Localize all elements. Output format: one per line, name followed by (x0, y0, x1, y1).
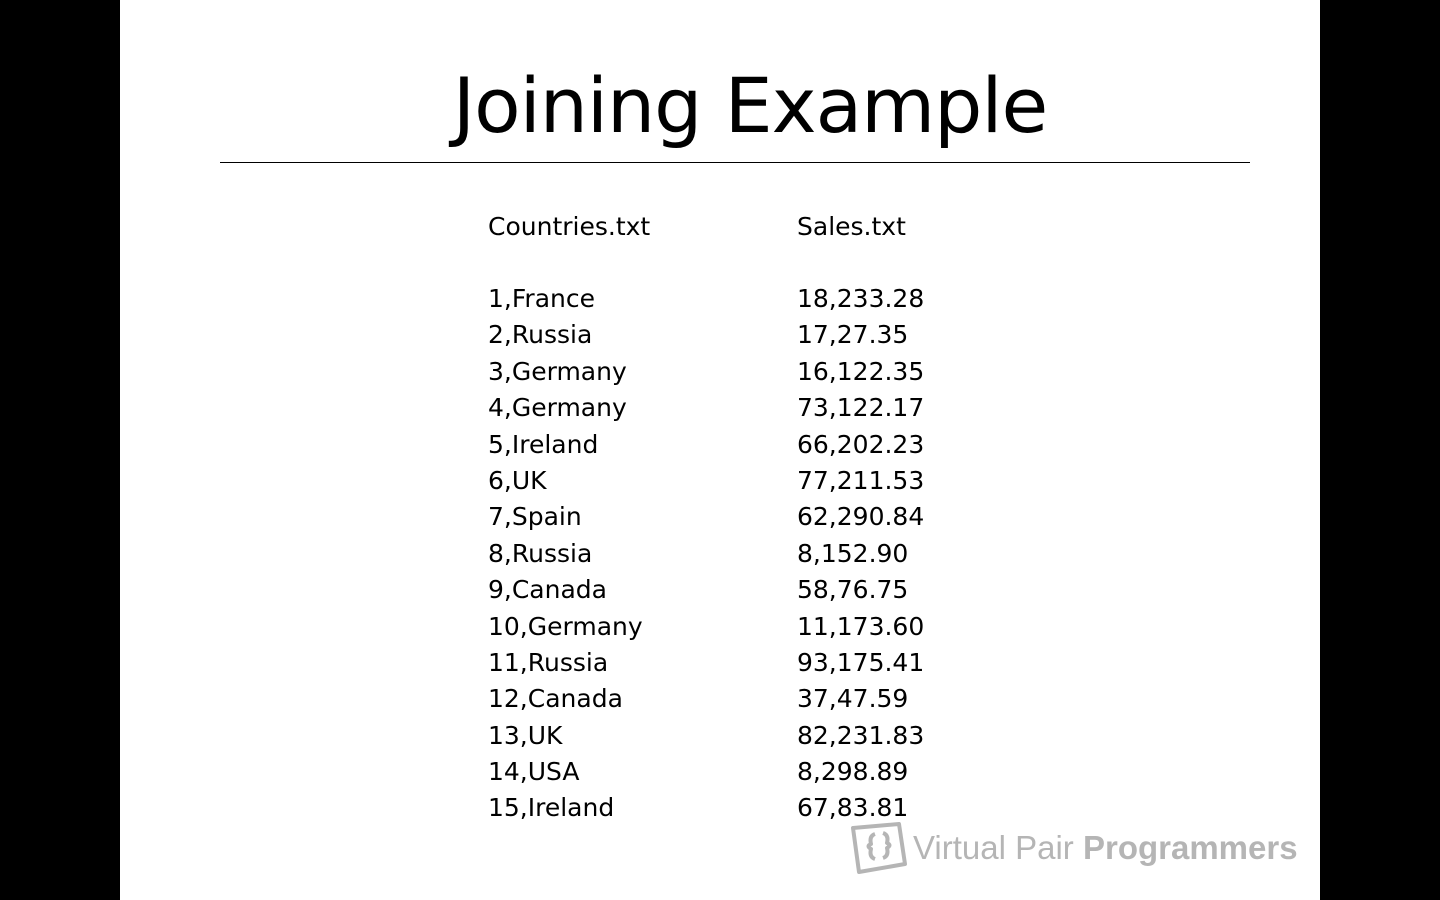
slide: Joining Example Countries.txt 1,France 2,… (120, 0, 1320, 900)
sales-list: 18,233.28 17,27.35 16,122.35 73,122.17 66,20… (797, 281, 924, 827)
sales-row: 73,122.17 (797, 393, 925, 423)
watermark-text: Virtual Pair Programmers (913, 829, 1298, 867)
country-row: 9,Canada (488, 575, 607, 605)
sales-row: 82,231.83 (797, 720, 925, 750)
country-row: 10,Germany (488, 611, 643, 641)
countries-list: 1,France 2,Russia 3,Germany 4,Germany 5,Irel… (488, 281, 650, 827)
sales-row: 17,27.35 (797, 320, 909, 350)
brackets-logo-icon (851, 822, 907, 874)
sales-row: 67,83.81 (797, 793, 909, 823)
country-row: 6,UK (488, 465, 547, 495)
sales-row: 11,173.60 (797, 611, 925, 641)
title-divider (220, 162, 1250, 163)
watermark: Virtual Pair Programmers (847, 818, 1298, 878)
sales-row: 8,298.89 (797, 757, 909, 787)
watermark-text-bold: Programmers (1082, 829, 1298, 866)
slide-title: Joining Example (452, 61, 1049, 150)
sales-header: Sales.txt (797, 212, 906, 241)
country-row: 5,Ireland (488, 429, 599, 459)
sales-row: 16,122.35 (797, 356, 925, 386)
country-row: 2,Russia (488, 320, 593, 350)
sales-row: 93,175.41 (797, 647, 925, 677)
sales-row: 62,290.84 (797, 502, 925, 532)
country-row: 14,USA (488, 757, 580, 787)
sales-column: Sales.txt 18,233.28 17,27.35 16,122.35 73,1… (797, 207, 924, 827)
country-row: 15,Ireland (488, 793, 615, 823)
sales-row: 8,152.90 (797, 538, 909, 568)
sales-row: 58,76.75 (797, 575, 909, 605)
sales-row: 18,233.28 (797, 284, 925, 313)
country-row: 11,Russia (488, 647, 609, 677)
countries-column: Countries.txt 1,France 2,Russia 3,Germany 4… (488, 207, 650, 827)
sales-row: 77,211.53 (797, 465, 925, 495)
country-row: 3,Germany (488, 356, 627, 386)
country-row: 13,UK (488, 720, 563, 750)
sales-row: 66,202.23 (797, 429, 925, 459)
country-row: 12,Canada (488, 684, 623, 714)
watermark-text-light: Virtual Pair (913, 829, 1083, 866)
country-row: 1,France (488, 284, 595, 313)
country-row: 7,Spain (488, 502, 582, 532)
country-row: 4,Germany (488, 393, 627, 423)
countries-header: Countries.txt (488, 212, 651, 241)
country-row: 8,Russia (488, 538, 593, 568)
sales-row: 37,47.59 (797, 684, 909, 714)
